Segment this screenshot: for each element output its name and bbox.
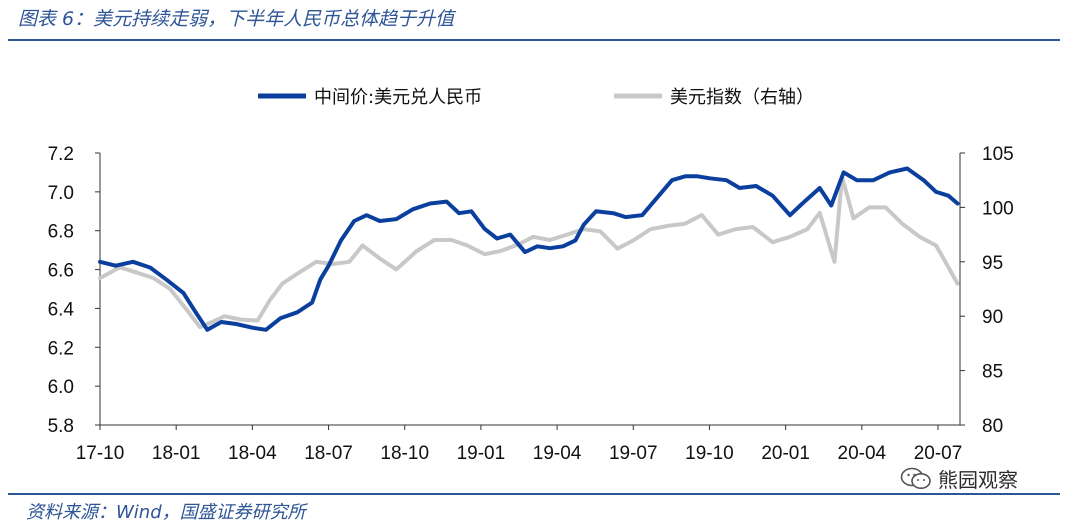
title-divider: [8, 39, 1060, 41]
x-tick-label: 20-07: [914, 443, 963, 464]
y-left-tick-label: 7.0: [48, 183, 74, 204]
y-right-tick-label: 85: [982, 362, 1003, 383]
legend-label-secondary: 美元指数（右轴）: [670, 87, 814, 108]
chart-title: 图表 6：美元持续走弱，下半年人民币总体趋于升值: [18, 8, 455, 30]
y-left-tick-label: 6.6: [48, 261, 74, 282]
x-tick-label: 19-01: [457, 443, 506, 464]
x-tick-label: 17-10: [76, 443, 125, 464]
x-tick-label: 20-01: [761, 443, 810, 464]
series-line-dxy: [98, 174, 960, 330]
source-note: 资料来源：Wind，国盛证券研究所: [26, 502, 306, 523]
y-right-tick-label: 100: [982, 198, 1014, 219]
legend: 中间价:美元兑人民币 美元指数（右轴）: [258, 87, 814, 108]
footer-divider: [8, 493, 1060, 495]
y-left-tick-label: 6.8: [48, 222, 74, 243]
y-left-tick-label: 7.2: [48, 144, 74, 165]
series-group: [98, 166, 960, 332]
legend-label-primary: 中间价:美元兑人民币: [314, 87, 482, 108]
y-right-tick-label: 95: [982, 253, 1003, 274]
series-line-usdcny: [98, 166, 960, 332]
wechat-icon: [900, 467, 931, 489]
y-right-tick-label: 80: [982, 416, 1003, 437]
x-tick-label: 19-04: [533, 443, 582, 464]
x-tick-label: 19-10: [685, 443, 734, 464]
x-tick-label: 18-01: [152, 443, 201, 464]
y-right-tick-label: 90: [982, 307, 1003, 328]
x-tick-label: 19-07: [609, 443, 658, 464]
y-left-tick-label: 6.0: [48, 377, 74, 398]
x-tick-label: 18-07: [304, 443, 353, 464]
y-left-tick-label: 6.4: [48, 299, 75, 320]
x-tick-label: 18-10: [380, 443, 429, 464]
axes: 7.2 7.0 6.8 6.6 6.4 6.2 6.0 5.8 105 100 95 90 85 80 17…: [48, 144, 1014, 464]
watermark-text: 熊园观察: [938, 468, 1018, 492]
x-tick-label: 20-04: [838, 443, 887, 464]
y-left-tick-label: 5.8: [48, 416, 74, 437]
x-tick-label: 18-04: [228, 443, 277, 464]
y-left-tick-label: 6.2: [48, 338, 74, 359]
watermark: 熊园观察: [900, 464, 1018, 493]
y-right-tick-label: 105: [982, 144, 1014, 165]
